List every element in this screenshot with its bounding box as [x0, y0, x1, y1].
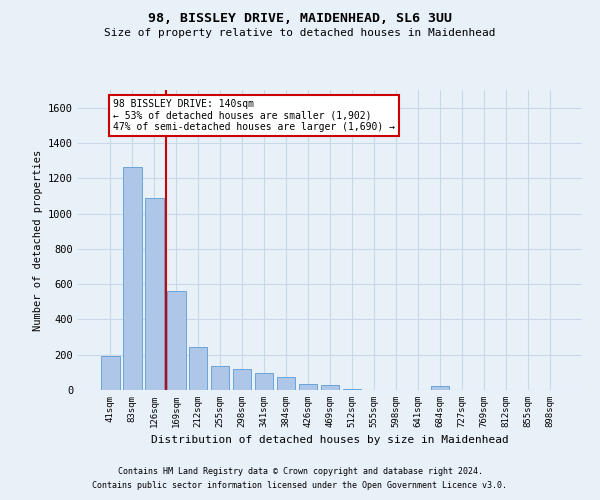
Bar [101, 356, 119, 390]
Bar [233, 369, 251, 390]
Bar [343, 389, 361, 390]
Text: 98 BISSLEY DRIVE: 140sqm
← 53% of detached houses are smaller (1,902)
47% of sem: 98 BISSLEY DRIVE: 140sqm ← 53% of detach… [113, 99, 395, 132]
Text: Contains HM Land Registry data © Crown copyright and database right 2024.: Contains HM Land Registry data © Crown c… [118, 467, 482, 476]
Bar [145, 198, 164, 390]
Bar [320, 384, 340, 390]
Bar [299, 384, 317, 390]
Bar [277, 377, 295, 390]
Bar [211, 366, 229, 390]
Bar [189, 347, 208, 390]
Bar [167, 291, 185, 390]
Text: 98, BISSLEY DRIVE, MAIDENHEAD, SL6 3UU: 98, BISSLEY DRIVE, MAIDENHEAD, SL6 3UU [148, 12, 452, 26]
Bar [123, 167, 142, 390]
Y-axis label: Number of detached properties: Number of detached properties [32, 150, 43, 330]
X-axis label: Distribution of detached houses by size in Maidenhead: Distribution of detached houses by size … [151, 436, 509, 446]
Text: Contains public sector information licensed under the Open Government Licence v3: Contains public sector information licen… [92, 481, 508, 490]
Text: Size of property relative to detached houses in Maidenhead: Size of property relative to detached ho… [104, 28, 496, 38]
Bar [431, 386, 449, 390]
Bar [255, 373, 274, 390]
